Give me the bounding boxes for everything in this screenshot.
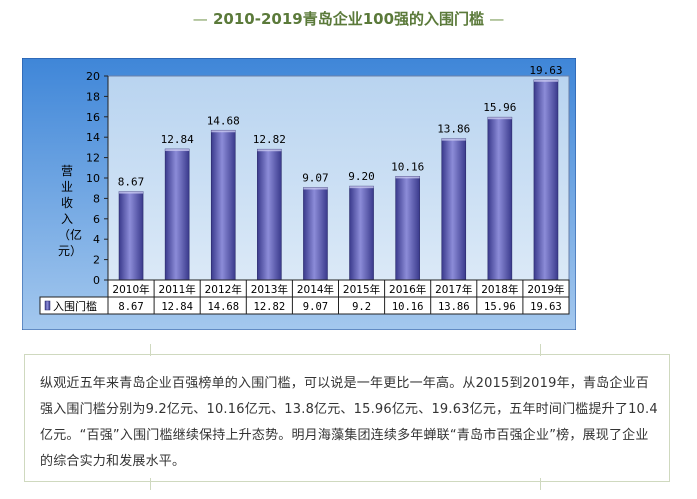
table-value: 15.96: [484, 301, 516, 313]
x-tick-label: 2017年: [435, 283, 472, 296]
x-tick-label: 2013年: [251, 283, 288, 296]
y-tick-label: 6: [93, 213, 100, 226]
table-value: 9.07: [303, 301, 328, 313]
bar: [303, 187, 328, 281]
table-value: 12.84: [161, 301, 193, 313]
y-tick-label: 20: [86, 70, 100, 83]
bar: [210, 129, 236, 281]
frame-ornament: [540, 344, 541, 356]
data-label: 10.16: [391, 160, 424, 173]
table-value: 9.2: [352, 301, 371, 313]
bar-cap: [349, 186, 374, 189]
bar-cap: [119, 191, 144, 194]
data-label: 9.07: [302, 171, 329, 184]
bar-cap: [395, 176, 420, 179]
x-tick-label: 2018年: [481, 283, 518, 296]
table-value: 13.86: [438, 301, 470, 313]
bar: [533, 79, 559, 281]
table-value: 12.82: [254, 301, 286, 313]
legend-label: 入围门槛: [53, 299, 97, 313]
data-label: 14.68: [207, 114, 240, 127]
x-tick-label: 2016年: [389, 283, 426, 296]
bar: [164, 148, 190, 281]
title-dash-right: —: [489, 10, 505, 28]
data-label: 8.67: [118, 176, 145, 189]
data-label: 19.63: [529, 64, 562, 77]
data-label: 9.20: [348, 170, 375, 183]
page-title: — 2010-2019青岛企业100强的入围门槛 —: [0, 6, 697, 32]
bar-cap: [487, 117, 512, 120]
table-value: 19.63: [530, 301, 562, 313]
data-label: 13.86: [437, 123, 470, 136]
data-label: 12.84: [161, 133, 194, 146]
table-value: 8.67: [118, 301, 143, 313]
bar-cap: [257, 149, 282, 152]
bar: [395, 176, 420, 281]
x-tick-label: 2014年: [297, 283, 334, 296]
bar: [257, 148, 282, 281]
x-tick-label: 2010年: [112, 283, 149, 296]
y-tick-label: 8: [93, 192, 100, 205]
bar-cap: [165, 149, 190, 152]
frame-ornament: [540, 478, 541, 490]
title-dash-left: —: [192, 10, 208, 28]
y-tick-label: 2: [93, 254, 100, 267]
caption-text: 纵观近五年来青岛企业百强榜单的入围门槛，可以说是一年更比一年高。从2015到20…: [40, 376, 658, 469]
bar-cap: [211, 130, 236, 133]
x-tick-label: 2011年: [159, 283, 196, 296]
x-tick-label: 2012年: [205, 283, 242, 296]
bar: [349, 185, 374, 281]
y-tick-label: 10: [86, 172, 100, 185]
legend-swatch: [44, 300, 51, 311]
frame-ornament: [150, 478, 151, 490]
data-label: 12.82: [253, 133, 286, 146]
bar: [441, 138, 467, 281]
caption-frame: [24, 354, 670, 482]
y-tick-label: 4: [93, 233, 100, 246]
y-axis-label: 营业收入（亿元）: [58, 164, 83, 258]
chart-title: 2010-2019青岛企业100强的入围门槛: [212, 10, 485, 28]
y-tick-label: 18: [86, 90, 100, 103]
bar: [118, 191, 144, 281]
y-tick-label: 16: [86, 111, 100, 124]
y-tick-label: 12: [86, 152, 100, 165]
x-tick-label: 2015年: [343, 283, 380, 296]
chart-container: 0 2 4 6 8 10 12 14 16 18 20 8.67 12.84 14.68 12.82 9.07…: [22, 58, 576, 330]
table-value: 10.16: [392, 301, 424, 313]
table-value-row: [39, 296, 570, 315]
table-value: 14.68: [207, 301, 239, 313]
data-label: 15.96: [483, 101, 516, 114]
frame-ornament: [150, 344, 151, 356]
x-tick-label: 2019年: [527, 283, 564, 296]
bar-cap: [303, 187, 328, 190]
bar: [487, 116, 513, 281]
y-tick-label: 14: [86, 131, 100, 144]
bar-cap: [533, 79, 558, 82]
bar-chart: 0 2 4 6 8 10 12 14 16 18 20 8.67 12.84 14.68 12.82 9.07…: [22, 58, 576, 330]
y-tick-label: 0: [93, 274, 100, 287]
bar-cap: [441, 138, 466, 141]
